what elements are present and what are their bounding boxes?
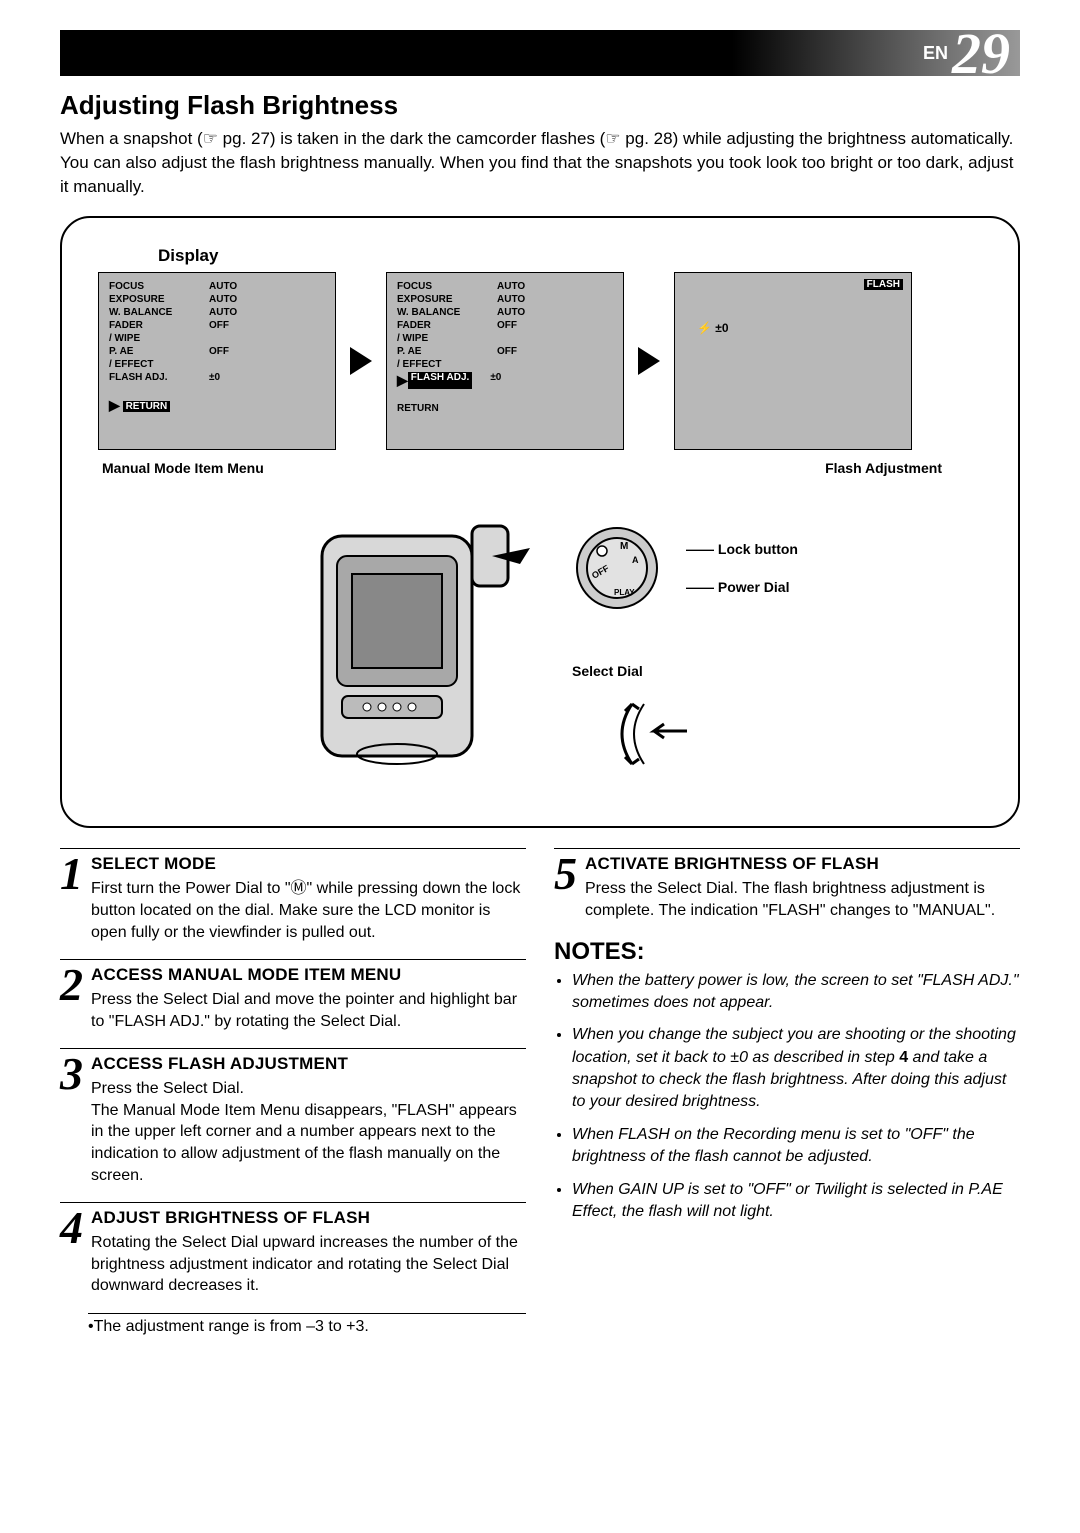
step-title: ADJUST BRIGHTNESS OF FLASH xyxy=(91,1207,526,1230)
flash-value: ⚡ ±0 xyxy=(697,321,901,335)
power-dial-label: Power Dial xyxy=(718,579,790,595)
step-title: ACTIVATE BRIGHTNESS OF FLASH xyxy=(585,853,1020,876)
step-number: 5 xyxy=(554,853,577,921)
notes-list: When the battery power is low, the scree… xyxy=(554,970,1020,1224)
arrow-right-icon xyxy=(350,347,372,375)
step-number: 2 xyxy=(60,964,83,1032)
language-code: EN xyxy=(923,43,948,64)
step-number: 1 xyxy=(60,853,83,943)
note-item: When FLASH on the Recording menu is set … xyxy=(572,1124,1020,1169)
select-dial-label: Select Dial xyxy=(572,663,643,679)
power-dial-icon: M A OFF PLAY xyxy=(572,513,672,623)
left-column: 1 SELECT MODE First turn the Power Dial … xyxy=(60,848,526,1335)
select-dial-icon xyxy=(592,689,712,779)
menu-pointer-icon: ▶ xyxy=(109,397,120,413)
page-header: EN 29 xyxy=(60,30,1020,76)
step-3: 3 ACCESS FLASH ADJUSTMENT Press the Sele… xyxy=(60,1048,526,1186)
step-number: 3 xyxy=(60,1053,83,1186)
step-body: Rotating the Select Dial upward increase… xyxy=(91,1232,526,1297)
note-item: When GAIN UP is set to "OFF" or Twilight… xyxy=(572,1179,1020,1224)
step-number: 4 xyxy=(60,1207,83,1297)
step-4: 4 ADJUST BRIGHTNESS OF FLASH Rotating th… xyxy=(60,1202,526,1297)
arrow-right-icon xyxy=(638,347,660,375)
diagram-box: Display FOCUSAUTOEXPOSUREAUTOW. BALANCEA… xyxy=(60,216,1020,828)
intro-paragraph: When a snapshot (☞ pg. 27) is taken in t… xyxy=(60,127,1020,198)
step-title: ACCESS FLASH ADJUSTMENT xyxy=(91,1053,526,1076)
page-number: 29 xyxy=(952,20,1010,87)
lock-button-label: Lock button xyxy=(718,541,798,557)
note-item: When you change the subject you are shoo… xyxy=(572,1024,1020,1114)
camcorder-icon xyxy=(282,496,542,796)
step-body: Press the Select Dial. The Manual Mode I… xyxy=(91,1078,526,1186)
camera-illustration: M A OFF PLAY —— Lock button —— Power Dia… xyxy=(98,496,982,796)
section-title: Adjusting Flash Brightness xyxy=(60,90,1020,121)
notes-title: NOTES: xyxy=(554,938,1020,966)
svg-text:A: A xyxy=(632,555,639,565)
right-column: 5 ACTIVATE BRIGHTNESS OF FLASH Press the… xyxy=(554,848,1020,1335)
caption-left: Manual Mode Item Menu xyxy=(102,460,264,476)
return-item: RETURN xyxy=(397,403,439,414)
step-2: 2 ACCESS MANUAL MODE ITEM MENU Press the… xyxy=(60,959,526,1032)
step-body: First turn the Power Dial to "Ⓜ" while p… xyxy=(91,878,526,943)
dial-labels: —— Lock button —— Power Dial xyxy=(686,541,798,595)
flash-adj-item: FLASH ADJ. xyxy=(408,372,473,389)
note-item: When the battery power is low, the scree… xyxy=(572,970,1020,1015)
step-body: Press the Select Dial and move the point… xyxy=(91,989,526,1032)
step-title: SELECT MODE xyxy=(91,853,526,876)
step-body: Press the Select Dial. The flash brightn… xyxy=(585,878,1020,921)
menu-pointer-icon: ▶ xyxy=(397,372,408,389)
menu-screen-2: FOCUSAUTOEXPOSUREAUTOW. BALANCEAUTOFADER… xyxy=(386,272,624,450)
step-1: 1 SELECT MODE First turn the Power Dial … xyxy=(60,848,526,943)
svg-text:M: M xyxy=(620,541,628,552)
caption-right: Flash Adjustment xyxy=(825,460,942,476)
svg-text:PLAY: PLAY xyxy=(614,588,635,597)
caption-row: Manual Mode Item Menu Flash Adjustment xyxy=(98,460,982,476)
display-label: Display xyxy=(158,246,982,266)
flash-adj-value: ±0 xyxy=(490,372,501,389)
menu-screen-1: FOCUSAUTOEXPOSUREAUTOW. BALANCEAUTOFADER… xyxy=(98,272,336,450)
adjustment-range-note: •The adjustment range is from –3 to +3. xyxy=(88,1313,526,1336)
steps-columns: 1 SELECT MODE First turn the Power Dial … xyxy=(60,848,1020,1335)
step-title: ACCESS MANUAL MODE ITEM MENU xyxy=(91,964,526,987)
menu-screen-3: FLASH ⚡ ±0 xyxy=(674,272,912,450)
flash-indicator: FLASH xyxy=(864,279,903,290)
menu-row: FOCUSAUTOEXPOSUREAUTOW. BALANCEAUTOFADER… xyxy=(98,272,982,450)
step-5: 5 ACTIVATE BRIGHTNESS OF FLASH Press the… xyxy=(554,848,1020,921)
return-item: RETURN xyxy=(123,401,171,412)
